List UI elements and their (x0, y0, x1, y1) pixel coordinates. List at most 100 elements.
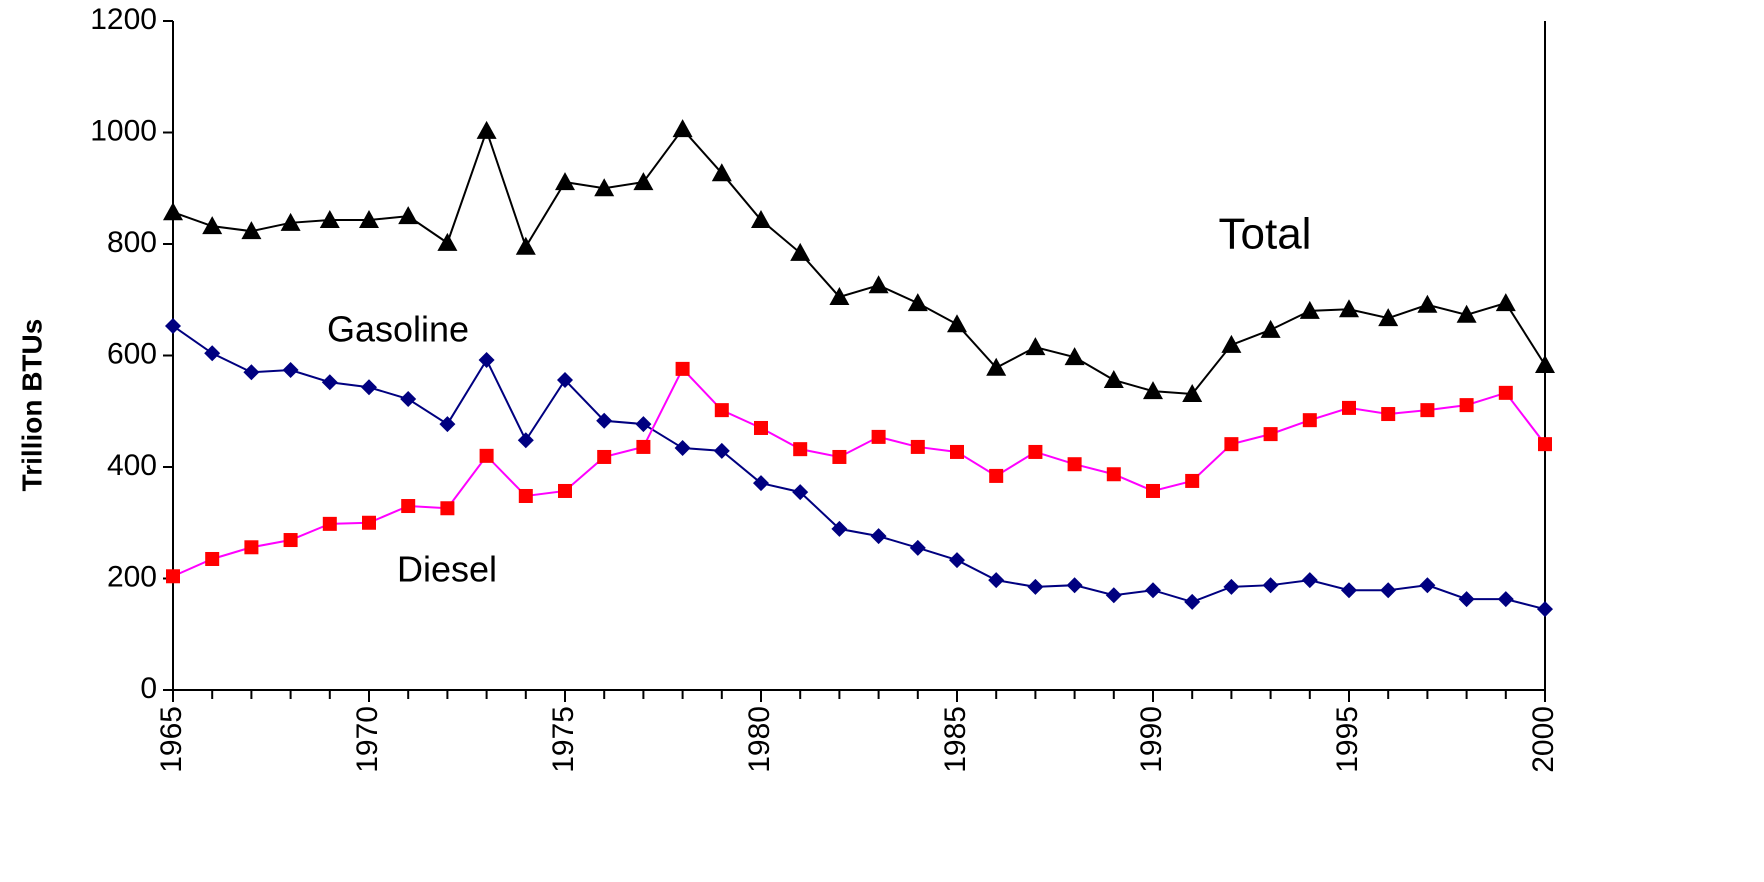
data-point (1380, 582, 1397, 599)
data-point (163, 202, 183, 221)
data-point (1381, 407, 1396, 422)
data-point (1535, 354, 1555, 373)
data-point (558, 483, 572, 498)
data-point (793, 442, 808, 457)
data-point (871, 429, 886, 444)
data-point (1263, 427, 1278, 442)
data-point (1221, 334, 1242, 353)
series-line (172, 367, 1546, 578)
x-tick-label: 1990 (1135, 706, 1168, 773)
data-point (597, 449, 612, 464)
data-point (166, 569, 180, 584)
y-tick-label: 400 (107, 449, 157, 482)
data-point (1342, 400, 1356, 415)
data-point (1378, 308, 1399, 327)
data-point (1537, 601, 1553, 618)
data-point (241, 221, 262, 240)
data-point (1456, 304, 1477, 323)
x-tick-label: 1965 (155, 706, 188, 773)
data-point (280, 212, 301, 231)
data-point (870, 528, 887, 545)
data-point (398, 206, 419, 225)
data-point (1184, 593, 1201, 610)
data-point (282, 361, 299, 378)
data-point (1145, 582, 1161, 599)
data-point (1459, 398, 1474, 413)
data-point (1066, 577, 1083, 594)
data-point (319, 210, 340, 229)
data-point (907, 293, 928, 312)
x-tick-label: 1985 (939, 706, 972, 773)
y-tick-label: 1000 (90, 114, 157, 147)
data-point (515, 236, 536, 255)
data-point (1223, 578, 1240, 595)
series-label: Diesel (397, 549, 497, 590)
data-point (1417, 294, 1438, 313)
data-point (205, 551, 220, 566)
data-point (359, 210, 379, 229)
data-point (947, 314, 967, 333)
data-point (1064, 347, 1085, 366)
data-point (949, 552, 965, 569)
data-point (1262, 577, 1279, 594)
data-point (204, 345, 221, 362)
data-point (596, 412, 613, 429)
data-point (831, 520, 848, 537)
data-point (440, 501, 455, 516)
data-point (476, 120, 497, 139)
data-point (1495, 293, 1516, 312)
data-point (243, 364, 260, 381)
data-point (557, 372, 573, 389)
data-point (753, 475, 769, 492)
data-point (1260, 319, 1281, 338)
series-label: Total (1219, 210, 1312, 259)
data-point (1420, 403, 1435, 418)
data-point (1027, 578, 1044, 595)
data-point (751, 210, 771, 229)
y-tick-label: 800 (107, 226, 157, 259)
data-point (1185, 473, 1200, 488)
data-point (950, 444, 964, 459)
data-point (1103, 370, 1124, 389)
series-line (172, 325, 1546, 611)
data-point (713, 442, 730, 459)
data-point (909, 539, 926, 556)
x-tick-label: 1975 (547, 706, 580, 773)
data-point (1299, 300, 1320, 319)
data-point (1419, 577, 1436, 594)
y-tick-label: 1200 (90, 3, 157, 36)
data-point (401, 499, 416, 514)
data-point (1025, 337, 1046, 356)
data-point (321, 374, 338, 391)
data-point (832, 449, 847, 464)
data-point (1224, 437, 1239, 452)
data-point (988, 572, 1005, 589)
data-point (672, 119, 693, 138)
data-point (555, 172, 575, 191)
data-point (1339, 299, 1359, 318)
data-point (1143, 381, 1163, 400)
data-point (986, 357, 1007, 376)
data-point (829, 286, 850, 305)
data-point (1498, 385, 1513, 400)
data-point (478, 351, 495, 368)
data-point (594, 178, 615, 197)
y-tick-label: 600 (107, 337, 157, 370)
data-point (322, 516, 337, 531)
data-point (711, 163, 732, 182)
data-point (517, 432, 534, 449)
x-tick-label: 1970 (351, 706, 384, 773)
data-point (1105, 587, 1122, 604)
data-point (437, 232, 458, 251)
data-point (1301, 572, 1318, 589)
data-point (1146, 483, 1160, 498)
data-point (479, 448, 494, 463)
data-point (989, 468, 1004, 483)
data-point (1538, 437, 1552, 452)
data-point (790, 242, 811, 261)
data-point (910, 439, 925, 454)
data-point (1341, 582, 1357, 599)
data-point (868, 275, 889, 294)
x-tick-label: 1980 (743, 706, 776, 773)
